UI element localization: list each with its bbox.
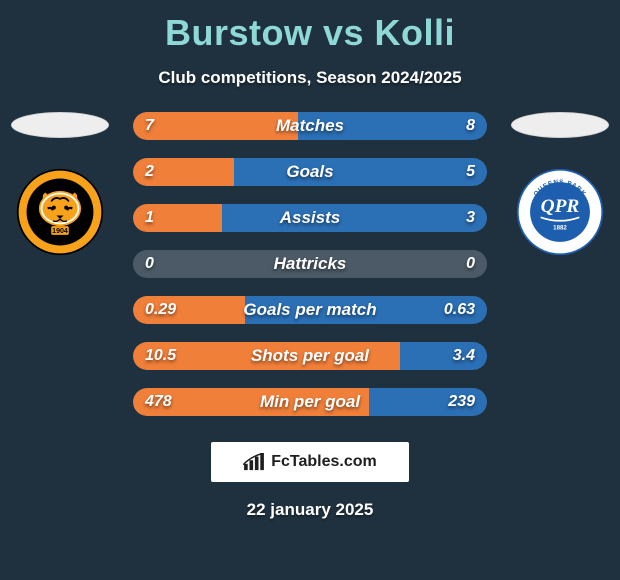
stat-label: Assists [133,204,487,232]
bar-chart-icon [243,453,265,471]
player-photo-placeholder-right [511,112,609,138]
stat-row: 10.53.4Shots per goal [133,342,487,370]
left-player-column: 1904 [0,112,120,256]
svg-text:QPR: QPR [541,196,580,217]
club-badge-left: 1904 [16,168,104,256]
brand-text: FcTables.com [271,453,377,471]
stat-label: Goals per match [133,296,487,324]
stat-row: 00Hattricks [133,250,487,278]
stat-label: Goals [133,158,487,186]
right-player-column: QUEENS PARK RANGERS QPR 1882 [500,112,620,256]
stat-label: Matches [133,112,487,140]
badge-year-left: 1904 [52,228,68,235]
stat-label: Hattricks [133,250,487,278]
club-badge-right: QUEENS PARK RANGERS QPR 1882 [516,168,604,256]
brand-badge[interactable]: FcTables.com [211,442,409,482]
page-title: Burstow vs Kolli [0,0,620,54]
stat-row: 78Matches [133,112,487,140]
stats-list: 78Matches 25Goals 13Assists 00Hattricks 0.29… [133,112,487,416]
subtitle: Club competitions, Season 2024/2025 [0,68,620,88]
stat-row: 478239Min per goal [133,388,487,416]
footer-date: 22 january 2025 [0,500,620,520]
stat-row: 0.290.63Goals per match [133,296,487,324]
comparison-panel: 1904 QUEENS PARK RANGERS QPR 1882 78Matc… [0,112,620,416]
badge-year-right: 1882 [553,225,567,232]
player-photo-placeholder-left [11,112,109,138]
stat-row: 13Assists [133,204,487,232]
stat-row: 25Goals [133,158,487,186]
stat-label: Min per goal [133,388,487,416]
stat-label: Shots per goal [133,342,487,370]
